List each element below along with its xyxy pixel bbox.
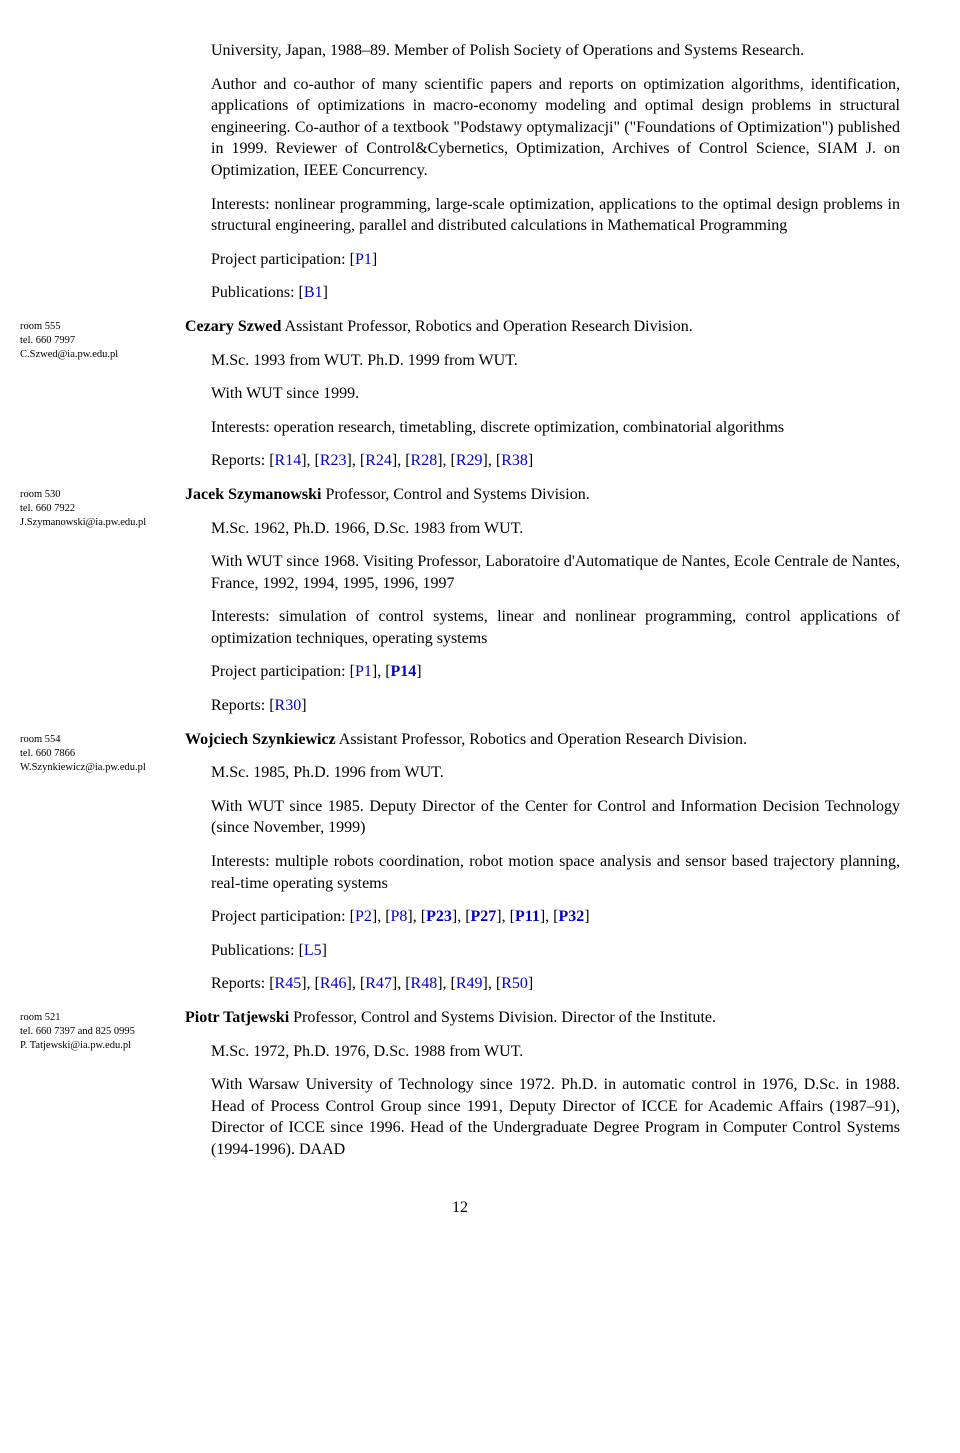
email-text: W.Szynkiewicz@ia.pw.edu.pl — [20, 761, 185, 775]
tatj-since: With Warsaw University of Technology sin… — [211, 1074, 900, 1160]
close-bracket: ] — [323, 284, 328, 301]
tel-text: tel. 660 7866 — [20, 747, 185, 761]
ref-r29[interactable]: R29 — [456, 452, 483, 469]
sidebar-szynk: room 554 tel. 660 7866 W.Szynkiewicz@ia.… — [20, 729, 185, 776]
label-text: Reports: — [211, 975, 269, 992]
ref-p1[interactable]: P1 — [355, 663, 372, 680]
room-text: room 530 — [20, 488, 185, 502]
ref-r23[interactable]: R23 — [320, 452, 347, 469]
ref-r28[interactable]: R28 — [411, 452, 438, 469]
ref-p23[interactable]: P23 — [426, 908, 452, 925]
ref-r45[interactable]: R45 — [275, 975, 302, 992]
szynk-reports: Reports: [R45], [R46], [R47], [R48], [R4… — [211, 973, 900, 995]
intro-p3: Interests: nonlinear programming, large-… — [211, 194, 900, 237]
intro-p1: University, Japan, 1988–89. Member of Po… — [211, 40, 900, 62]
ref-r38[interactable]: R38 — [501, 452, 528, 469]
tel-text: tel. 660 7922 — [20, 502, 185, 516]
ref-r50[interactable]: R50 — [501, 975, 528, 992]
label-text: Reports: — [211, 697, 269, 714]
person-title: Assistant Professor, Robotics and Operat… — [281, 318, 692, 335]
szym-interests: Interests: simulation of control systems… — [211, 606, 900, 649]
szynk-block: Wojciech Szynkiewicz Assistant Professor… — [185, 729, 900, 1007]
sidebar-szym: room 530 tel. 660 7922 J.Szymanowski@ia.… — [20, 484, 185, 531]
sidebar-empty — [20, 40, 185, 44]
label-text: Project participation: — [211, 663, 350, 680]
label-text: Reports: — [211, 452, 269, 469]
ref-r47[interactable]: R47 — [365, 975, 392, 992]
tatj-heading: Piotr Tatjewski Professor, Control and S… — [185, 1007, 900, 1029]
room-text: room 554 — [20, 733, 185, 747]
szym-heading: Jacek Szymanowski Professor, Control and… — [185, 484, 900, 506]
szynk-publications: Publications: [L5] — [211, 940, 900, 962]
szwed-heading: Cezary Szwed Assistant Professor, Roboti… — [185, 316, 900, 338]
email-text: J.Szymanowski@ia.pw.edu.pl — [20, 516, 185, 530]
szynk-degrees: M.Sc. 1985, Ph.D. 1996 from WUT. — [211, 762, 900, 784]
ref-p14[interactable]: P14 — [391, 663, 417, 680]
room-text: room 521 — [20, 1011, 185, 1025]
szwed-reports: Reports: [R14], [R23], [R24], [R28], [R2… — [211, 450, 900, 472]
szym-reports: Reports: [R30] — [211, 695, 900, 717]
person-name: Cezary Szwed — [185, 318, 281, 335]
ref-p11[interactable]: P11 — [515, 908, 540, 925]
szynk-since: With WUT since 1985. Deputy Director of … — [211, 796, 900, 839]
ref-r48[interactable]: R48 — [411, 975, 438, 992]
szwed-since: With WUT since 1999. — [211, 383, 900, 405]
ref-p2[interactable]: P2 — [355, 908, 372, 925]
label-text: Project participation: [ — [211, 251, 355, 268]
ref-l5[interactable]: L5 — [304, 942, 322, 959]
szym-block: Jacek Szymanowski Professor, Control and… — [185, 484, 900, 729]
ref-r14[interactable]: R14 — [275, 452, 302, 469]
ref-r24[interactable]: R24 — [365, 452, 392, 469]
ref-r30[interactable]: R30 — [275, 697, 302, 714]
email-text: C.Szwed@ia.pw.edu.pl — [20, 348, 185, 362]
intro-project: Project participation: [P1] — [211, 249, 900, 271]
szynk-project: Project participation: [P2], [P8], [P23]… — [211, 906, 900, 928]
person-title: Professor, Control and Systems Division. — [321, 486, 589, 503]
tel-text: tel. 660 7397 and 825 0995 — [20, 1025, 185, 1039]
person-title: Professor, Control and Systems Division.… — [289, 1009, 716, 1026]
person-name: Piotr Tatjewski — [185, 1009, 289, 1026]
sidebar-tatj: room 521 tel. 660 7397 and 825 0995 P. T… — [20, 1007, 185, 1054]
label-text: Publications: [ — [211, 284, 304, 301]
sidebar-szwed: room 555 tel. 660 7997 C.Szwed@ia.pw.edu… — [20, 316, 185, 363]
tel-text: tel. 660 7997 — [20, 334, 185, 348]
szwed-interests: Interests: operation research, timetabli… — [211, 417, 900, 439]
person-title: Assistant Professor, Robotics and Operat… — [336, 731, 747, 748]
szynk-interests: Interests: multiple robots coordination,… — [211, 851, 900, 894]
label-text: Project participation: — [211, 908, 350, 925]
person-name: Jacek Szymanowski — [185, 486, 321, 503]
ref-r49[interactable]: R49 — [456, 975, 483, 992]
email-text: P. Tatjewski@ia.pw.edu.pl — [20, 1039, 185, 1053]
ref-p27[interactable]: P27 — [471, 908, 497, 925]
label-text: Publications: — [211, 942, 299, 959]
ref-p8[interactable]: P8 — [391, 908, 408, 925]
ref-p1[interactable]: P1 — [355, 251, 372, 268]
ref-r46[interactable]: R46 — [320, 975, 347, 992]
page-number: 12 — [20, 1199, 900, 1217]
intro-block: University, Japan, 1988–89. Member of Po… — [185, 40, 900, 316]
szwed-degrees: M.Sc. 1993 from WUT. Ph.D. 1999 from WUT… — [211, 350, 900, 372]
szym-degrees: M.Sc. 1962, Ph.D. 1966, D.Sc. 1983 from … — [211, 518, 900, 540]
intro-p2: Author and co-author of many scientific … — [211, 74, 900, 182]
szym-since: With WUT since 1968. Visiting Professor,… — [211, 551, 900, 594]
ref-b1[interactable]: B1 — [304, 284, 323, 301]
szym-project: Project participation: [P1], [P14] — [211, 661, 900, 683]
intro-publications: Publications: [B1] — [211, 282, 900, 304]
szwed-block: Cezary Szwed Assistant Professor, Roboti… — [185, 316, 900, 484]
tatj-degrees: M.Sc. 1972, Ph.D. 1976, D.Sc. 1988 from … — [211, 1041, 900, 1063]
close-bracket: ] — [372, 251, 377, 268]
ref-p32[interactable]: P32 — [559, 908, 585, 925]
szynk-heading: Wojciech Szynkiewicz Assistant Professor… — [185, 729, 900, 751]
tatj-block: Piotr Tatjewski Professor, Control and S… — [185, 1007, 900, 1173]
person-name: Wojciech Szynkiewicz — [185, 731, 336, 748]
room-text: room 555 — [20, 320, 185, 334]
